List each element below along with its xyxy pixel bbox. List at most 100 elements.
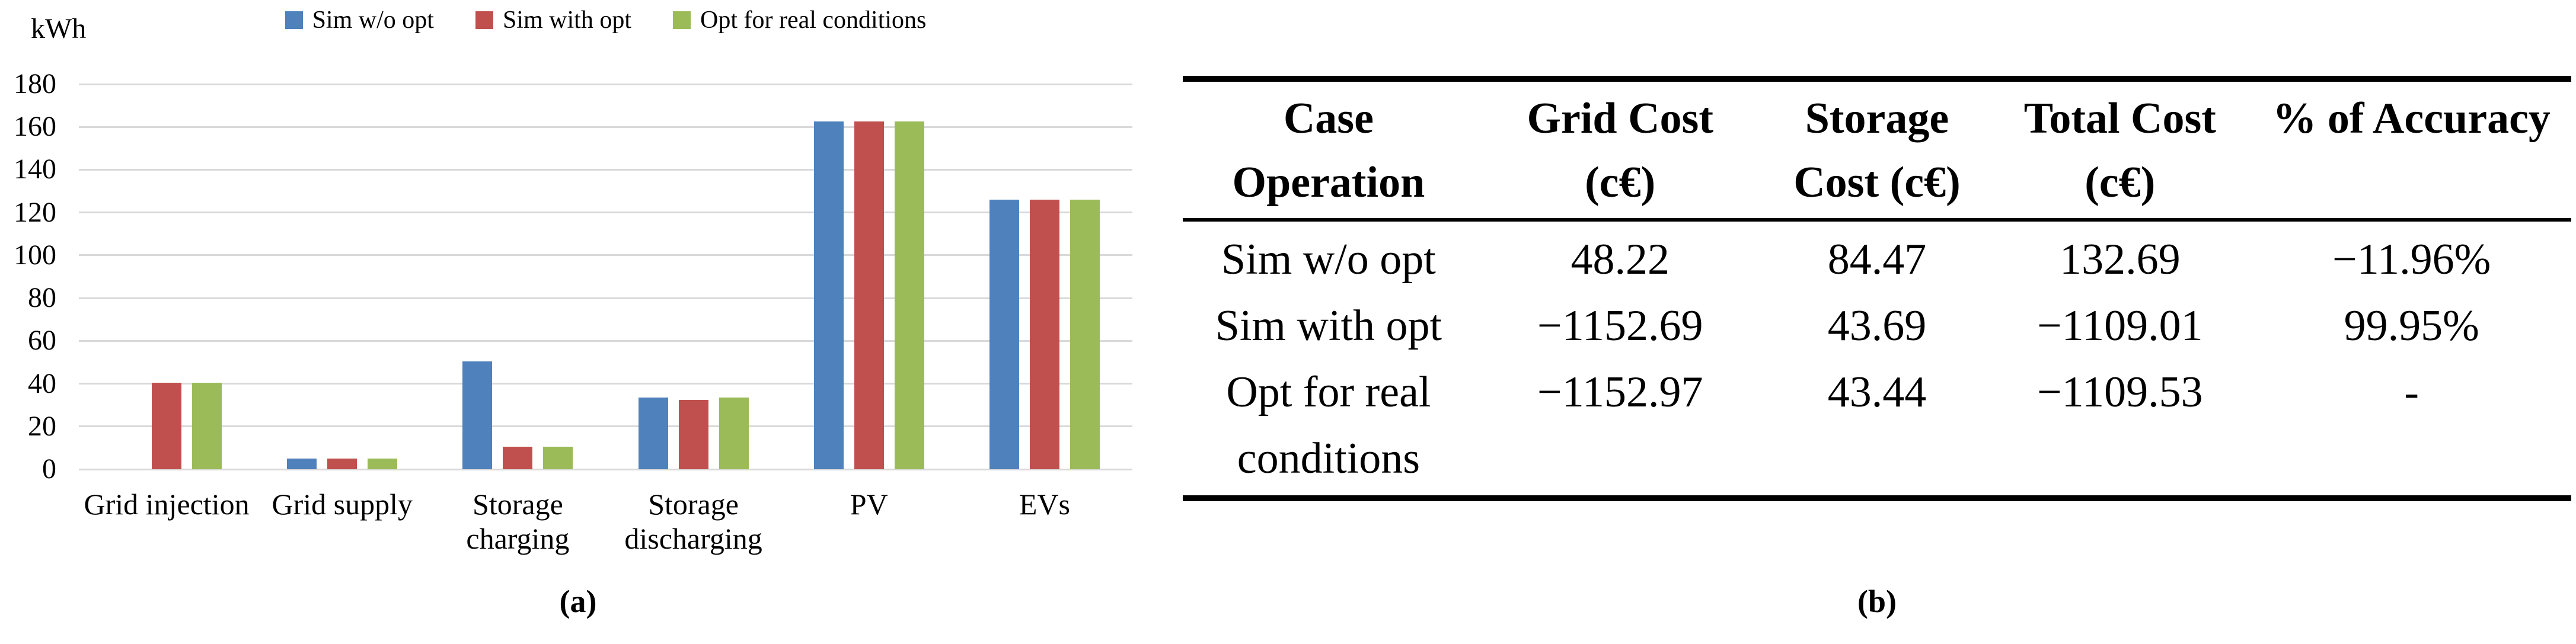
y-tick-label-60: 60 bbox=[28, 325, 56, 357]
bar-evs bbox=[1029, 200, 1059, 469]
plot-area: 0 20 40 60 80 100 120 140 160 180 Grid injection Gr… bbox=[14, 68, 1132, 555]
bar-group-grid-supply bbox=[287, 84, 398, 469]
gridline-80 bbox=[79, 297, 1132, 299]
bar-group-evs bbox=[989, 84, 1100, 469]
cell-total-cost: −1109.53 bbox=[2037, 368, 2203, 416]
table-row: Sim w/o opt 48.22 84.47 132.69 −11.96% bbox=[1183, 220, 2571, 293]
bar-grid-injection bbox=[192, 382, 222, 469]
gridline-160 bbox=[79, 126, 1132, 128]
header-storage-cost: Storage Cost (c€) bbox=[1766, 79, 1988, 222]
gridline-20 bbox=[79, 425, 1132, 428]
cell-storage-cost: 43.69 bbox=[1827, 302, 1927, 350]
cell-total-cost: −1109.01 bbox=[2037, 302, 2203, 350]
header-line: Operation bbox=[1232, 158, 1425, 207]
bar-grid-supply bbox=[327, 458, 357, 469]
y-tick-label-180: 180 bbox=[14, 68, 56, 100]
cell-case: Sim w/o opt bbox=[1221, 235, 1436, 284]
cell-case: Opt for real conditions bbox=[1183, 359, 1474, 498]
gridline-180 bbox=[79, 83, 1132, 85]
bar-storage-charging bbox=[503, 447, 533, 469]
bar-group-grid-injection bbox=[111, 84, 222, 469]
cell-storage-cost: 84.47 bbox=[1827, 235, 1927, 284]
gridline-0 bbox=[79, 468, 1132, 470]
bar-evs bbox=[1070, 200, 1100, 469]
header-total-cost: Total Cost (c€) bbox=[1988, 79, 2252, 222]
y-axis-unit-label: kWh bbox=[31, 13, 87, 44]
bar-grid-supply bbox=[368, 458, 398, 469]
cell-grid-cost: 48.22 bbox=[1571, 235, 1670, 284]
category-label-evs: EVs bbox=[1019, 488, 1070, 521]
legend-swatch-icon bbox=[285, 11, 303, 29]
legend-item: Sim w/o opt bbox=[285, 6, 434, 34]
gridline-40 bbox=[79, 383, 1132, 385]
cell-storage-cost: 43.44 bbox=[1827, 368, 1927, 416]
header-line: (c€) bbox=[1585, 158, 1656, 207]
category-label-grid-injection: Grid injection bbox=[84, 488, 250, 521]
table-header-row: Case Operation Grid Cost (c€) Storage Co… bbox=[1183, 79, 2571, 222]
bar-evs bbox=[989, 200, 1019, 469]
bar-storage-discharging bbox=[638, 398, 668, 469]
y-tick-label-140: 140 bbox=[14, 153, 56, 185]
bar-storage-discharging bbox=[719, 398, 749, 469]
bar-group-pv bbox=[813, 84, 924, 469]
cost-table-panel: Case Operation Grid Cost (c€) Storage Co… bbox=[1183, 76, 2571, 501]
bar-grid-injection bbox=[152, 382, 182, 469]
bar-pv bbox=[894, 121, 924, 469]
header-line: (c€) bbox=[2085, 158, 2156, 207]
bar-pv bbox=[813, 121, 844, 469]
caption-a: (a) bbox=[559, 584, 597, 619]
cell-case: Sim with opt bbox=[1215, 302, 1442, 350]
header-line: % of Accuracy bbox=[2272, 94, 2551, 143]
y-tick-label-80: 80 bbox=[28, 282, 56, 314]
bar-group-storage-discharging bbox=[638, 84, 749, 469]
header-line: Case bbox=[1283, 94, 1374, 143]
bar-storage-charging bbox=[543, 447, 573, 469]
legend-item: Opt for real conditions bbox=[673, 6, 926, 34]
category-label-storage-discharging: Storage discharging bbox=[624, 488, 762, 555]
bar-storage-charging bbox=[462, 361, 493, 469]
header-accuracy: % of Accuracy bbox=[2252, 79, 2571, 222]
legend-swatch-icon bbox=[673, 11, 691, 29]
table-row: Sim with opt −1152.69 43.69 −1109.01 99.… bbox=[1183, 293, 2571, 359]
legend-label: Opt for real conditions bbox=[700, 7, 927, 34]
cell-grid-cost: −1152.69 bbox=[1537, 302, 1703, 350]
energy-chart-panel: kWh Sim w/o opt Sim with opt Opt for real … bbox=[0, 0, 1156, 644]
header-line: Grid Cost bbox=[1527, 94, 1713, 143]
legend-label: Sim with opt bbox=[502, 7, 631, 34]
cell-accuracy: - bbox=[2404, 368, 2419, 416]
cell-total-cost: 132.69 bbox=[2060, 235, 2181, 284]
bar-storage-discharging bbox=[678, 399, 708, 469]
y-tick-label-40: 40 bbox=[28, 367, 56, 399]
header-grid-cost: Grid Cost (c€) bbox=[1474, 79, 1766, 222]
cell-accuracy: −11.96% bbox=[2332, 235, 2491, 284]
y-tick-label-120: 120 bbox=[14, 196, 56, 228]
y-tick-label-20: 20 bbox=[28, 410, 56, 442]
header-line: Cost (c€) bbox=[1793, 158, 1961, 207]
cost-table: Case Operation Grid Cost (c€) Storage Co… bbox=[1183, 76, 2571, 501]
y-tick-label-100: 100 bbox=[14, 239, 56, 271]
header-case-operation: Case Operation bbox=[1183, 79, 1474, 222]
gridline-120 bbox=[79, 212, 1132, 214]
caption-b: (b) bbox=[1857, 584, 1897, 619]
category-label-pv: PV bbox=[850, 488, 888, 521]
category-label-storage-charging: Storage charging bbox=[466, 488, 570, 555]
y-tick-label-0: 0 bbox=[42, 453, 56, 485]
gridline-100 bbox=[79, 254, 1132, 257]
table-row: Opt for real conditions −1152.97 43.44 −… bbox=[1183, 359, 2571, 498]
case-line: Opt for real bbox=[1226, 368, 1431, 416]
category-label-grid-supply: Grid supply bbox=[272, 488, 413, 521]
gridline-140 bbox=[79, 168, 1132, 171]
legend-label: Sim w/o opt bbox=[312, 7, 434, 34]
bar-pv bbox=[854, 121, 884, 469]
bar-group-storage-charging bbox=[462, 84, 573, 469]
bar-grid-supply bbox=[287, 458, 317, 469]
chart-legend: Sim w/o opt Sim with opt Opt for real cond… bbox=[79, 6, 1132, 34]
legend-item: Sim with opt bbox=[475, 6, 631, 34]
y-tick-label-160: 160 bbox=[14, 111, 56, 143]
gridline-60 bbox=[79, 339, 1132, 342]
header-line: Total Cost bbox=[2023, 94, 2216, 143]
legend-swatch-icon bbox=[475, 11, 493, 29]
header-line: Storage bbox=[1805, 94, 1949, 143]
cell-grid-cost: −1152.97 bbox=[1537, 368, 1703, 416]
